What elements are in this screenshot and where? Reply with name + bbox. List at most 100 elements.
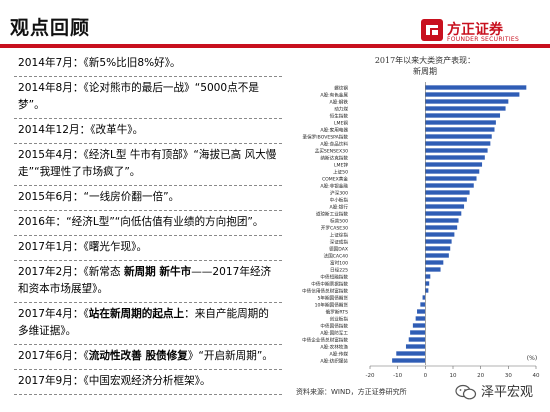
category-label: A股:有色金属 — [320, 91, 348, 98]
timeline-text: 2014年7月：《新5%比旧8%好》。 — [18, 57, 181, 69]
category-label: A股:国防军工 — [320, 329, 348, 336]
header-divider — [0, 44, 550, 48]
x-tick-label: 20 — [477, 373, 484, 379]
timeline-text: 2016年：“经济L型”“向低估值有业绩的方向抱团”。 — [18, 216, 264, 228]
timeline-text: ：来自产能周期的多维证据》。 — [18, 308, 269, 337]
bar — [425, 260, 444, 265]
category-label: 深证成指 — [330, 238, 349, 245]
x-tick-label: -10 — [393, 373, 402, 379]
x-tick-label: 0 — [424, 373, 428, 379]
bar — [425, 92, 520, 97]
page-title: 观点回顾 — [10, 17, 91, 39]
category-label: 5年期国债期货 — [318, 294, 349, 301]
bar — [408, 337, 426, 342]
source-note: 资料来源：WIND，方正证券研究所 — [296, 388, 407, 396]
bar — [425, 225, 458, 230]
bar — [425, 113, 501, 118]
category-label: 标普500 — [330, 217, 348, 224]
x-tick-label: 40 — [533, 373, 540, 379]
bar-chart-svg: 2017年以来大类资产表现：新周期螺纹钢A股:有色金属A股:钢铁动力煤恒生指数L… — [302, 55, 540, 379]
timeline-text: 2015年4月：《经济L型 牛市有顶部》“海拔已高 风大慢走”“我理性了市场疯了… — [18, 149, 277, 178]
category-label: 日经225 — [330, 266, 348, 273]
category-label: A股:银行 — [330, 203, 349, 210]
category-label: A股:传媒 — [330, 350, 349, 357]
timeline-item: 2017年6月：《流动性改善 股债修复》“开启新周期”。 — [14, 345, 282, 370]
bar — [425, 211, 462, 216]
timeline-item: 2015年4月：《经济L型 牛市有顶部》“海拔已高 风大慢走”“我理性了市场疯了… — [14, 144, 282, 186]
viewpoint-timeline: 2014年7月：《新5%比旧8%好》。 2014年8月：《论对熊市的最后一战》“5… — [14, 52, 282, 395]
category-label: COMEX黄金 — [322, 175, 348, 182]
timeline-text: 2015年6月：“一线房价翻一倍”。 — [18, 191, 180, 203]
category-label: A股:非银金融 — [320, 182, 348, 189]
category-label: 上证综指 — [330, 231, 349, 238]
category-label: 中债中期票据指数 — [311, 280, 348, 287]
category-label: 法国CAC40 — [323, 252, 348, 259]
category-label: LME锌 — [334, 161, 348, 168]
category-label: 沪深300 — [330, 189, 348, 196]
category-label: 中小板指 — [330, 196, 349, 203]
timeline-text: 2014年12月：《改革牛》。 — [18, 124, 144, 136]
bar — [405, 344, 426, 349]
bar — [425, 274, 431, 279]
bar — [425, 288, 429, 293]
bar — [425, 99, 509, 104]
watermark-text: 泽平宏观 — [481, 385, 534, 400]
bar — [412, 323, 426, 328]
bar — [425, 155, 485, 160]
category-label: 孟买SENSEX30 — [315, 147, 348, 154]
category-label: 圣保罗IBOVESPA指数 — [302, 133, 348, 140]
timeline-item: 2017年9月：《中国宏观经济分析框架》。 — [14, 370, 282, 395]
bar — [425, 197, 467, 202]
bar — [420, 302, 426, 307]
asset-performance-chart: 2017年以来大类资产表现： 新周期 螺纹钢 A股:有色金属 A股:钢铁 动力煤 恒生指数 L… — [288, 52, 550, 412]
timeline-item: 2014年7月：《新5%比旧8%好》。 — [14, 52, 282, 77]
category-label: 德国DAX — [329, 245, 348, 252]
category-label: A股:纺织服装 — [320, 357, 348, 364]
founder-securities-logo: 方正证券 FOUNDER SECURITIES — [420, 18, 545, 44]
timeline-emphasis: 站在新周期的起点上 — [88, 308, 185, 320]
bar — [425, 120, 496, 125]
bar — [396, 351, 426, 356]
bar — [425, 190, 470, 195]
bar — [425, 134, 492, 139]
timeline-text: 2017年2月：《新常态 — [18, 266, 124, 278]
bar — [425, 218, 459, 223]
chart-subtitle: 新周期 — [413, 66, 437, 76]
logo-text-en: FOUNDER SECURITIES — [447, 36, 520, 43]
x-tick-label: 10 — [450, 373, 457, 379]
timeline-text: 》“开启新周期”。 — [187, 350, 273, 362]
category-label: A股:家用电器 — [320, 126, 348, 133]
wechat-watermark: 泽平宏观 — [455, 378, 550, 404]
bar — [425, 176, 477, 181]
x-tick-label: 30 — [505, 373, 512, 379]
unit-label: (%) — [527, 355, 537, 362]
category-label: LME铜 — [334, 119, 348, 126]
bar — [410, 330, 426, 335]
bar — [425, 106, 506, 111]
bar — [425, 148, 488, 153]
bar — [425, 127, 495, 132]
category-label: 上证50 — [333, 168, 348, 175]
bar — [425, 281, 430, 286]
bar — [417, 309, 426, 314]
bar — [392, 358, 426, 363]
category-label: 创业板指 — [330, 315, 349, 322]
timeline-text: ——2017年经济和资本市场展望》。 — [18, 266, 272, 295]
timeline-item: 2016年：“经济L型”“向低估值有业绩的方向抱团”。 — [14, 211, 282, 236]
bar — [425, 267, 441, 272]
bar — [425, 85, 527, 90]
bar — [415, 316, 426, 321]
category-label: 10年期国债期货 — [315, 301, 349, 308]
bar — [425, 169, 480, 174]
bar — [425, 204, 465, 209]
timeline-item: 2015年6月：“一线房价翻一倍”。 — [14, 186, 282, 211]
logo-text-cn: 方正证券 — [447, 22, 503, 38]
category-label: 纳斯达克指数 — [320, 154, 348, 161]
bar — [425, 183, 474, 188]
timeline-emphasis: 新周期 新牛市 — [123, 266, 192, 278]
category-label: A股:农林牧渔 — [320, 343, 348, 350]
timeline-item: 2017年1月：《曙光乍现》。 — [14, 236, 282, 261]
category-label: A股:食品饮料 — [320, 140, 348, 147]
bar — [425, 162, 483, 167]
founder-logo-icon — [421, 19, 443, 41]
